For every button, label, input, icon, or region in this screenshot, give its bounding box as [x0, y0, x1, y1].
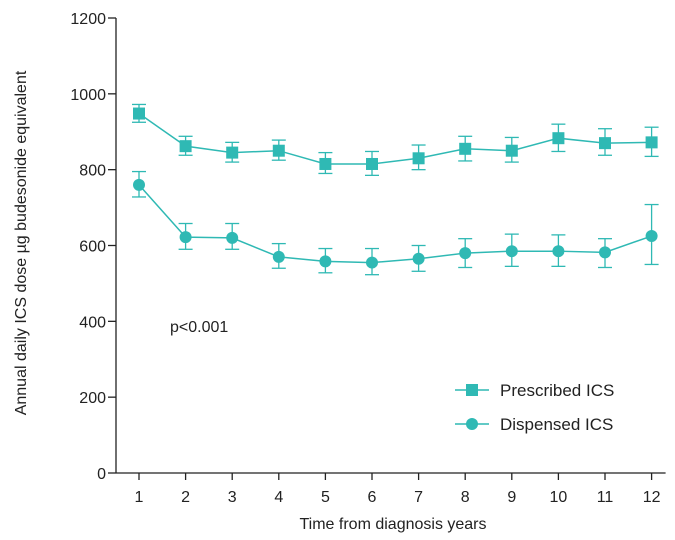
- data-point-circle: [133, 178, 145, 191]
- data-point-circle: [459, 247, 472, 260]
- x-tick-label: 2: [181, 489, 190, 506]
- legend-label-dispensed: Dispensed ICS: [500, 415, 613, 434]
- data-point-square: [599, 137, 611, 150]
- legend-item-prescribed: Prescribed ICS: [455, 381, 614, 400]
- legend-square-marker: [466, 384, 478, 396]
- data-point-circle: [179, 231, 192, 244]
- data-point-square: [366, 157, 378, 170]
- x-tick-label: 10: [550, 489, 568, 506]
- x-axis-title: Time from diagnosis years: [299, 516, 486, 533]
- data-point-circle: [412, 252, 425, 265]
- data-point-square: [226, 146, 239, 159]
- y-tick-label: 400: [79, 314, 106, 331]
- x-tick-label: 8: [461, 489, 470, 506]
- x-tick-label: 1: [135, 489, 144, 506]
- data-point-circle: [552, 245, 565, 258]
- x-tick-label: 3: [228, 489, 237, 506]
- data-point-square: [552, 132, 565, 145]
- y-tick-label: 800: [79, 163, 106, 180]
- legend-label-prescribed: Prescribed ICS: [500, 381, 614, 400]
- legend: Prescribed ICS Dispensed ICS: [455, 381, 614, 434]
- x-tick-label: 6: [368, 489, 377, 506]
- data-point-square: [179, 140, 192, 153]
- data-point-circle: [319, 255, 332, 268]
- series-prescribed: [132, 103, 659, 177]
- data-point-circle: [366, 256, 378, 269]
- x-tick-label: 11: [597, 489, 614, 506]
- data-point-square: [645, 136, 658, 149]
- data-point-square: [459, 142, 472, 155]
- data-point-circle: [505, 245, 518, 258]
- data-point-square: [319, 157, 332, 170]
- x-tick-label: 7: [414, 489, 423, 506]
- y-tick-label: 0: [97, 466, 106, 483]
- data-point-square: [412, 152, 425, 165]
- data-point-circle: [272, 250, 285, 263]
- y-tick-label: 200: [79, 390, 106, 407]
- y-axis-title: Annual daily ICS dose µg budesonide equi…: [13, 70, 30, 415]
- data-point-square: [505, 144, 518, 157]
- y-tick-label: 1200: [70, 11, 106, 28]
- y-tick-label: 600: [79, 239, 106, 256]
- series-line: [138, 112, 652, 165]
- data-point-circle: [226, 231, 239, 244]
- series-dispensed: [132, 170, 659, 276]
- x-tick-label: 9: [507, 489, 516, 506]
- x-tick-label: 12: [643, 489, 661, 506]
- p-value-annotation: p<0.001: [170, 319, 228, 336]
- data-point-circle: [645, 230, 658, 243]
- x-tick-label: 4: [274, 489, 283, 506]
- data-point-circle: [599, 246, 611, 259]
- legend-circle-marker: [466, 418, 478, 430]
- x-tick-label: 5: [321, 489, 330, 506]
- y-tick-label: 1000: [70, 87, 106, 104]
- legend-item-dispensed: Dispensed ICS: [455, 415, 613, 434]
- series-layer: [132, 103, 659, 276]
- series-line: [138, 184, 652, 264]
- data-point-square: [272, 144, 285, 157]
- data-point-square: [133, 107, 145, 120]
